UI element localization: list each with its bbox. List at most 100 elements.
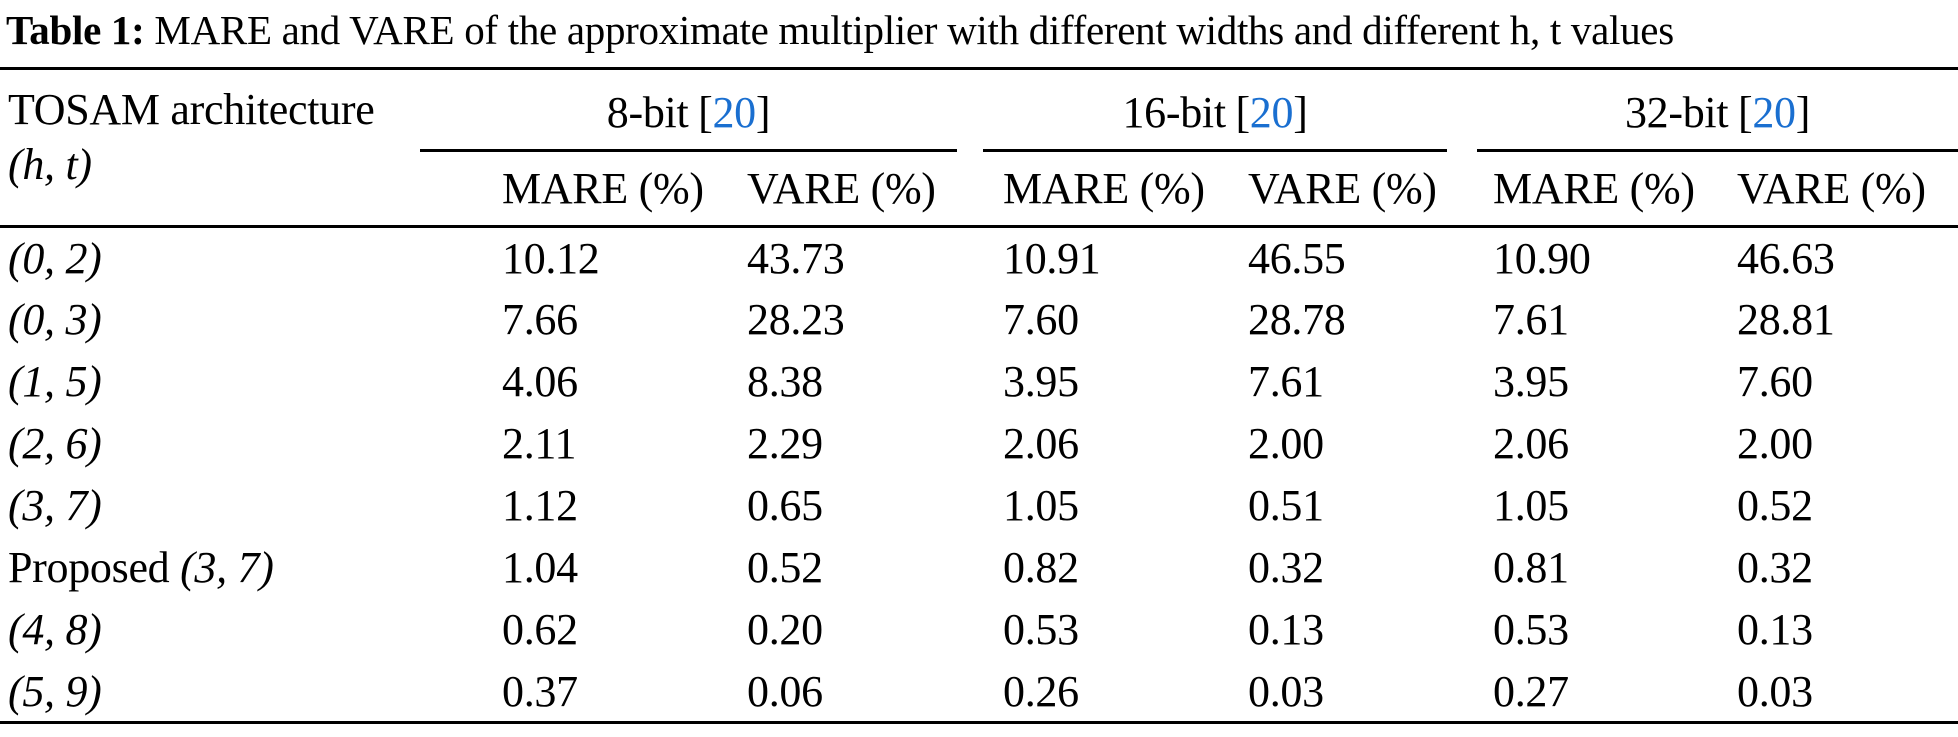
row-label-ht: (3, 7) (8, 481, 102, 531)
table-row: (0, 3) 7.66 28.23 7.60 28.78 7.61 28.81 (0, 289, 1958, 351)
row-label: (5, 9) (0, 661, 420, 723)
corner-header-line2: (h, t) (8, 140, 92, 190)
cell-value: 0.81 (1493, 543, 1569, 593)
table-row: (3, 7) 1.12 0.65 1.05 0.51 1.05 0.52 (0, 475, 1958, 537)
cell-value: 0.32 (1248, 543, 1324, 593)
group-gap (1447, 537, 1477, 599)
group-header-16bit: 16-bit [20] (983, 68, 1448, 153)
cell-value: 2.00 (1248, 419, 1324, 469)
subheader-vare-32bit: VARE (%) (1730, 150, 1958, 229)
group-label-16bit: 16-bit (1122, 88, 1226, 138)
table-row: (2, 6) 2.11 2.29 2.06 2.00 2.06 2.00 (0, 413, 1958, 475)
cell-value: 3.95 (1003, 357, 1079, 407)
row-label-ht: (0, 3) (8, 295, 102, 345)
cell-value: 0.52 (747, 543, 823, 593)
citation-open-bracket: [ (698, 88, 713, 138)
group-gap (1447, 351, 1477, 413)
citation-open-bracket: [ (1737, 88, 1753, 138)
header-subcolumn-row: MARE (%) VARE (%) MARE (%) VARE (%) MARE… (0, 150, 1958, 229)
group-gap (957, 227, 983, 289)
row-label: (0, 2) (0, 227, 420, 289)
cell-value: 7.61 (1248, 357, 1324, 407)
header-group-row: TOSAM architecture (h, t) 8-bit [20] 16-b… (0, 68, 1958, 229)
citation-open-bracket: [ (1235, 88, 1250, 138)
group-gap (1447, 661, 1477, 723)
cell-value: 1.04 (502, 543, 578, 593)
cell-value: 2.06 (1493, 419, 1569, 469)
cell-value: 0.26 (1003, 666, 1079, 716)
table-row: (4, 8) 0.62 0.20 0.53 0.13 0.53 0.13 (0, 599, 1958, 661)
group-gap (957, 69, 983, 151)
cell-value: 2.11 (502, 419, 577, 469)
group-gap (1447, 289, 1477, 351)
cell-value: 1.05 (1493, 481, 1569, 531)
row-label: (0, 3) (0, 289, 420, 351)
cell-value: 1.05 (1003, 481, 1079, 531)
cell-value: 2.06 (1003, 419, 1079, 469)
subheader-vare-16bit: VARE (%) (1240, 150, 1448, 229)
cell-value: 43.73 (747, 234, 845, 283)
group-gap (957, 537, 983, 599)
row-label-ht: (4, 8) (8, 605, 102, 655)
group-gap (1447, 150, 1478, 229)
subheader-mare-16bit: MARE (%) (983, 150, 1240, 229)
cell-value: 7.61 (1493, 295, 1569, 345)
citation-close-bracket: ] (1795, 88, 1811, 138)
cell-value: 46.55 (1248, 234, 1346, 283)
cell-value: 28.23 (747, 295, 845, 345)
group-header-8bit: 8-bit [20] (420, 68, 957, 153)
corner-header-line1: TOSAM architecture (8, 85, 375, 135)
cell-value: 0.37 (502, 666, 578, 716)
cell-value: 3.95 (1493, 357, 1569, 407)
group-label-8bit: 8-bit (606, 88, 689, 138)
row-label-ht: (3, 7) (180, 543, 274, 593)
table-row: (0, 2) 10.12 43.73 10.91 46.55 10.90 46.… (0, 227, 1958, 289)
cell-value: 0.62 (502, 605, 578, 655)
citation-close-bracket: ] (755, 88, 771, 138)
cell-value: 0.32 (1737, 543, 1813, 593)
row-label-ht: (0, 2) (8, 234, 102, 283)
cell-value: 0.20 (747, 605, 823, 655)
cell-value: 10.91 (1003, 234, 1101, 283)
cell-value: 0.53 (1003, 605, 1079, 655)
cell-value: 2.29 (747, 419, 823, 469)
cell-value: 0.53 (1493, 605, 1569, 655)
cell-value: 0.03 (1737, 666, 1813, 716)
cell-value: 0.52 (1737, 481, 1813, 531)
cell-value: 0.27 (1493, 666, 1569, 716)
cell-value: 0.51 (1248, 481, 1324, 531)
cell-value: 8.38 (747, 357, 823, 407)
group-gap (1447, 227, 1477, 289)
group-gap (1447, 413, 1477, 475)
row-label-prefix: Proposed (8, 543, 181, 593)
group-gap (957, 351, 983, 413)
group-gap (1447, 475, 1477, 537)
table-caption-text: MARE and VARE of the approximate multipl… (144, 7, 1674, 53)
row-label: (1, 5) (0, 351, 420, 413)
citation-link-32bit[interactable]: 20 (1752, 88, 1796, 138)
cell-value: 0.06 (747, 666, 823, 716)
row-label: (2, 6) (0, 413, 420, 475)
group-gap (957, 150, 983, 229)
table-caption-label: Table 1: (6, 7, 145, 53)
cell-value: 0.65 (747, 481, 823, 531)
citation-close-bracket: ] (1293, 88, 1308, 138)
group-label-32bit: 32-bit (1624, 88, 1729, 138)
cell-value: 28.81 (1737, 295, 1835, 345)
subheader-vare-8bit: VARE (%) (740, 150, 957, 229)
row-label-ht: (2, 6) (8, 419, 102, 469)
cell-value: 4.06 (502, 357, 578, 407)
group-gap (1447, 599, 1477, 661)
citation-link-16bit[interactable]: 20 (1249, 88, 1294, 138)
group-header-32bit: 32-bit [20] (1477, 68, 1958, 153)
cell-value: 1.12 (502, 481, 578, 531)
cell-value: 2.00 (1737, 419, 1813, 469)
group-gap (957, 599, 983, 661)
cell-value: 7.60 (1737, 357, 1813, 407)
corner-header: TOSAM architecture (h, t) (0, 68, 420, 229)
cell-value: 7.66 (502, 295, 578, 345)
citation-link-8bit[interactable]: 20 (712, 88, 756, 138)
group-gap (957, 289, 983, 351)
table-caption: Table 1: MARE and VARE of the approximat… (6, 5, 1958, 56)
